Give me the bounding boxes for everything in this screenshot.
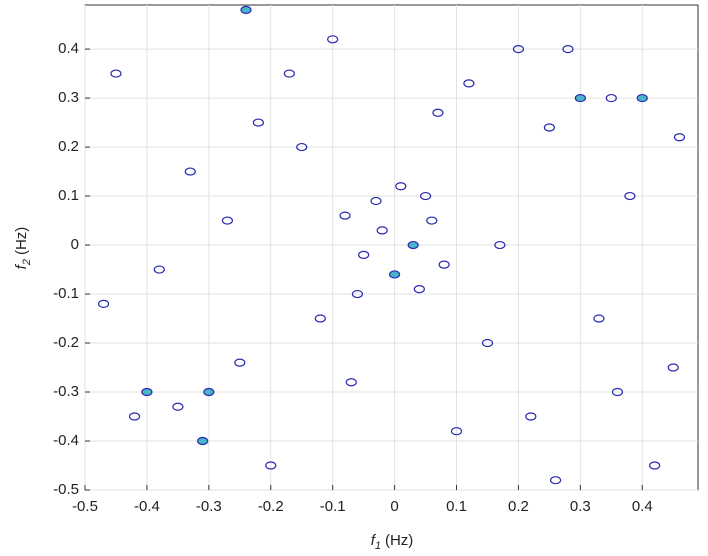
y-tick-label: 0.1 <box>58 187 79 204</box>
contour-blob <box>426 216 438 225</box>
contour-blob <box>543 123 555 132</box>
contour-blob <box>413 285 425 294</box>
x-tick-label: -0.4 <box>134 498 160 515</box>
contour-blob <box>481 338 494 348</box>
contour-blob <box>593 314 605 323</box>
contour-blob <box>562 44 574 54</box>
x-tick-label: -0.5 <box>72 498 98 515</box>
contour-blob <box>240 5 252 14</box>
contour-blob <box>611 387 624 397</box>
x-tick-label: 0.2 <box>508 498 529 515</box>
x-tick-label: -0.2 <box>258 498 284 515</box>
contour-blob <box>110 69 122 78</box>
y-tick-label: -0.5 <box>53 481 79 498</box>
contour-blob <box>345 378 357 387</box>
x-tick-label: 0.4 <box>632 498 653 515</box>
contour-blob <box>624 191 636 201</box>
y-tick-label: -0.3 <box>53 383 79 400</box>
contour-blob <box>370 196 382 206</box>
contour-blob <box>419 191 432 201</box>
contour-blob <box>141 387 153 397</box>
y-tick-label: 0.4 <box>58 40 79 57</box>
y-tick-label: -0.2 <box>53 334 79 351</box>
x-tick-label: 0 <box>390 498 398 515</box>
contour-blob <box>438 260 450 269</box>
contour-blob <box>636 93 648 103</box>
contour-blob <box>283 69 295 78</box>
contour-blob <box>549 476 562 485</box>
contour-blob <box>265 461 277 470</box>
contour-blob <box>296 142 308 152</box>
contour-blob <box>339 211 351 220</box>
contour-blob <box>234 358 246 367</box>
contour-blob <box>673 133 686 142</box>
contour-blob <box>388 270 401 279</box>
contour-blob <box>376 226 388 235</box>
y-tick-label: -0.4 <box>53 432 79 449</box>
x-tick-label: -0.1 <box>320 498 346 515</box>
contour-blob <box>450 427 463 436</box>
contour-blob <box>605 93 617 103</box>
contour-blob <box>667 363 679 372</box>
x-axis-label: f1 (Hz) <box>371 532 414 552</box>
contour-blob <box>153 265 165 274</box>
y-axis-label: f2(Hz) <box>13 227 33 270</box>
grid <box>84 5 698 491</box>
y-tick-label: -0.1 <box>53 285 79 302</box>
contour-blob <box>525 412 537 421</box>
contour-blob <box>512 44 525 54</box>
contour-blob <box>494 240 506 250</box>
x-tick-label: 0.1 <box>446 498 467 515</box>
plot-area <box>84 4 699 491</box>
contour-blob <box>221 216 234 225</box>
contour-blob <box>463 79 475 88</box>
contour-blob <box>197 436 209 446</box>
contour-blob <box>184 167 196 176</box>
contour-blob <box>351 289 364 299</box>
x-tick-label: -0.3 <box>196 498 222 515</box>
contour-blob <box>128 412 141 421</box>
contour-blob <box>395 182 407 191</box>
contours <box>97 5 686 485</box>
y-tick-label: 0.3 <box>58 89 79 106</box>
contour-blob <box>314 314 326 323</box>
contour-blob <box>203 387 215 397</box>
y-tick-label: 0 <box>71 236 79 253</box>
contour-blob <box>574 93 586 103</box>
contour-blob <box>649 461 661 470</box>
axes: -0.5 -0.4 -0.3 -0.2 -0.1 0 0.1 0.2 0.3 0.4 -0.5 -0.… <box>53 40 653 515</box>
contour-blob <box>97 299 110 308</box>
contour-blob <box>358 250 370 259</box>
y-tick-label: 0.2 <box>58 138 79 155</box>
contour-blob <box>407 240 419 250</box>
x-tick-label: 0.3 <box>570 498 591 515</box>
contour-blob <box>327 35 339 44</box>
contour-blob <box>252 118 264 127</box>
contour-blob <box>172 402 184 411</box>
contour-blob <box>432 108 444 117</box>
